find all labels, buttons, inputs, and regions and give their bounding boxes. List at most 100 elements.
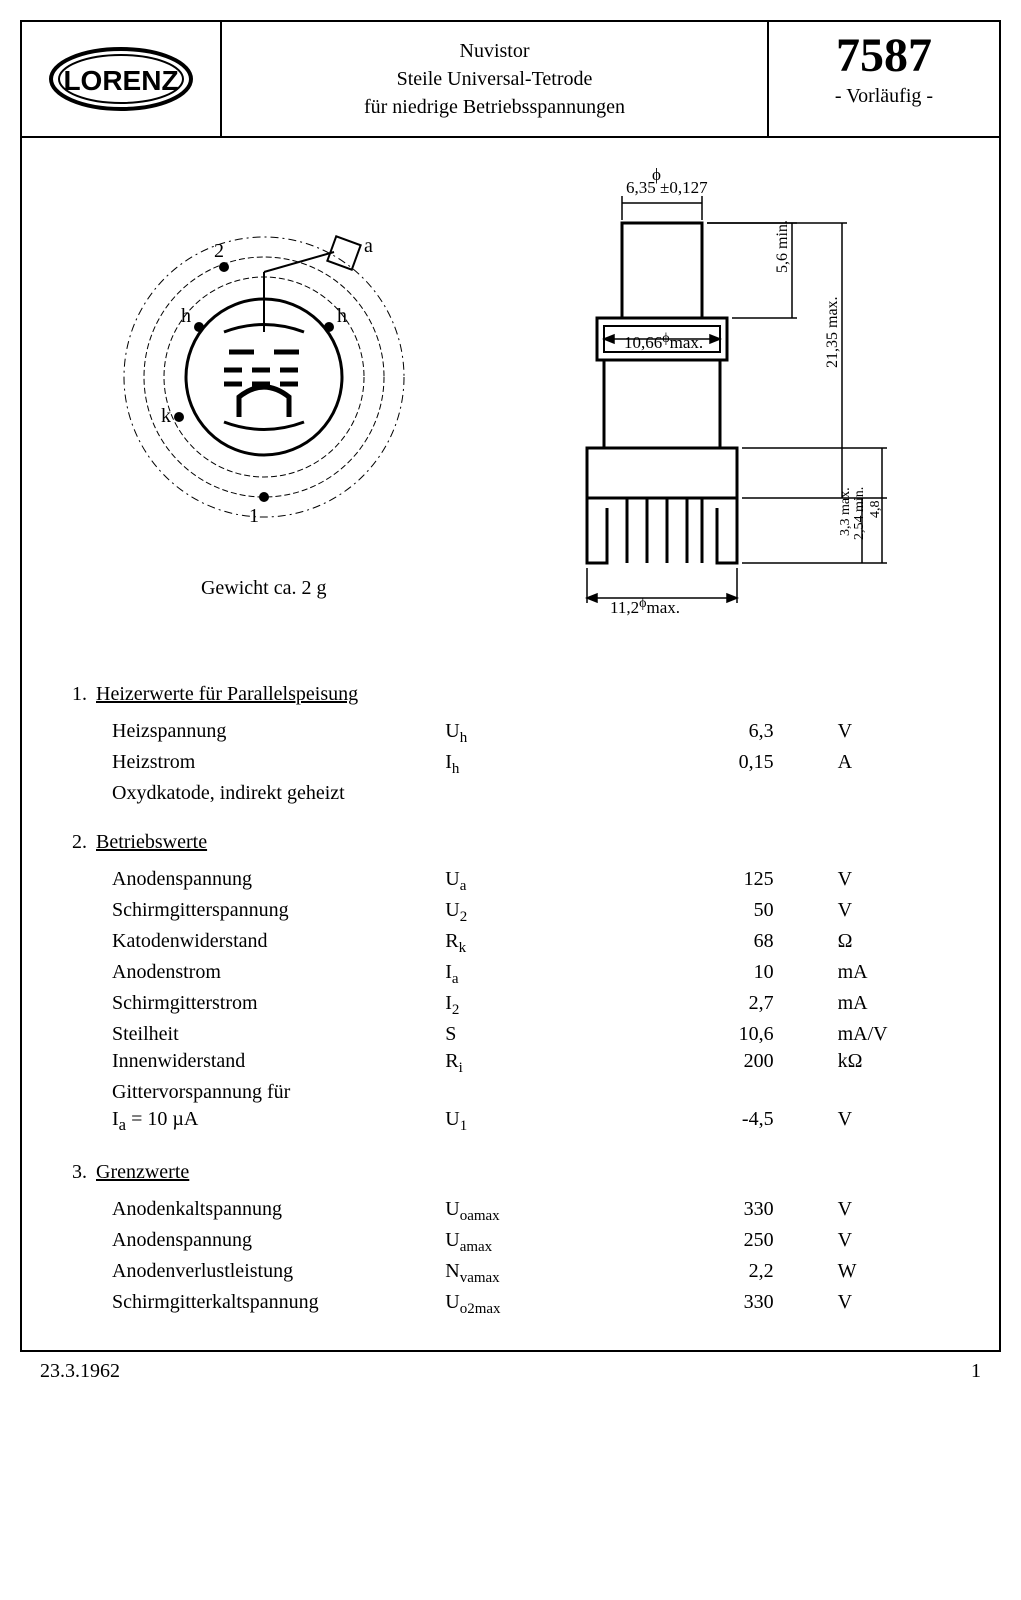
table-row: Ia = 10 µAU1-4,5V [72,1106,949,1137]
param-value: 2,2 [603,1258,834,1289]
param-value: 10 [603,959,834,990]
param-symbol: S [441,1021,603,1048]
part-sub: - Vorläufig - [779,85,989,108]
param-name: Schirmgitterspannung [72,897,441,928]
mechanical-diagram: 6,35 ±0,127 ϕ 10,66ϕmax. 11,2ϕmax. 5,6 m… [492,168,912,653]
param-value [603,1079,834,1106]
footer-date: 23.3.1962 [40,1360,120,1383]
param-unit [834,1079,949,1106]
section-heading: 3.Grenzwerte [72,1161,949,1184]
param-name: Anodenverlustleistung [72,1258,441,1289]
param-symbol [441,1079,603,1106]
table-row: SteilheitS10,6mA/V [72,1021,949,1048]
param-unit [834,780,949,807]
param-value: 10,6 [603,1021,834,1048]
datasheet-page: LORENZ Nuvistor Steile Universal-Tetrode… [20,20,1001,1352]
param-unit: V [834,866,949,897]
param-unit: V [834,1196,949,1227]
param-value: 0,15 [603,749,834,780]
param-name: Innenwiderstand [72,1048,441,1079]
param-unit: mA [834,959,949,990]
param-unit: W [834,1258,949,1289]
lorenz-logo-icon: LORENZ [46,44,196,114]
param-value: 200 [603,1048,834,1079]
param-value: 50 [603,897,834,928]
param-name: Steilheit [72,1021,441,1048]
pin-label-k: k [161,405,171,427]
footer: 23.3.1962 1 [20,1352,1001,1383]
param-symbol: I2 [441,990,603,1021]
param-symbol: Uh [441,718,603,749]
param-unit: V [834,718,949,749]
table-row: AnodenspannungUamax250V [72,1227,949,1258]
part-number: 7587 [779,32,989,80]
param-unit: V [834,1227,949,1258]
svg-text:6,35 ±0,127: 6,35 ±0,127 [626,178,708,197]
param-name: Heizspannung [72,718,441,749]
body: 2 a h h k 1 Gewicht ca. 2 g [22,138,999,1350]
pin-label-h-right: h [337,305,347,327]
param-name: Oxydkatode, indirekt geheizt [72,780,441,807]
param-table: AnodenspannungUa125VSchirmgitterspannung… [72,866,949,1137]
footer-page: 1 [971,1360,981,1383]
param-value [603,780,834,807]
mechanical-svg: 6,35 ±0,127 ϕ 10,66ϕmax. 11,2ϕmax. 5,6 m… [492,168,912,648]
table-row: KatodenwiderstandRk68Ω [72,928,949,959]
svg-text:21,35 max.: 21,35 max. [824,296,841,368]
table-row: Gittervorspannung für [72,1079,949,1106]
table-row: HeizspannungUh6,3V [72,718,949,749]
param-unit: kΩ [834,1048,949,1079]
param-unit: V [834,1106,949,1137]
weight-text: Gewicht ca. 2 g [109,577,419,600]
table-row: InnenwiderstandRi200kΩ [72,1048,949,1079]
header: LORENZ Nuvistor Steile Universal-Tetrode… [22,22,999,138]
param-symbol: Ia [441,959,603,990]
param-name: Anodenstrom [72,959,441,990]
param-symbol: Uamax [441,1227,603,1258]
title-line-2: Steile Universal-Tetrode [232,65,757,93]
param-symbol: Ua [441,866,603,897]
param-unit: V [834,1289,949,1320]
param-symbol: Rk [441,928,603,959]
param-value: 330 [603,1289,834,1320]
param-name: Ia = 10 µA [72,1106,441,1137]
param-unit: mA/V [834,1021,949,1048]
param-symbol: Ih [441,749,603,780]
pin-label-a: a [364,235,373,257]
param-symbol: Uo2max [441,1289,603,1320]
param-name: Anodenspannung [72,866,441,897]
pinout-svg: 2 a h h k 1 [109,222,419,532]
param-symbol: U2 [441,897,603,928]
param-unit: mA [834,990,949,1021]
svg-text:10,66ϕmax.: 10,66ϕmax. [624,331,703,352]
table-row: SchirmgitterkaltspannungUo2max330V [72,1289,949,1320]
logo-cell: LORENZ [22,22,222,136]
param-name: Anodenspannung [72,1227,441,1258]
table-row: HeizstromIh0,15A [72,749,949,780]
param-unit: V [834,897,949,928]
param-name: Schirmgitterkaltspannung [72,1289,441,1320]
pin-label-1: 1 [249,505,259,527]
svg-text:3,3 max.: 3,3 max. [838,487,853,536]
header-title: Nuvistor Steile Universal-Tetrode für ni… [222,22,769,136]
param-symbol: U1 [441,1106,603,1137]
svg-text:11,2ϕmax.: 11,2ϕmax. [610,596,680,617]
param-value: 68 [603,928,834,959]
param-symbol [441,780,603,807]
svg-text:2,54 min.: 2,54 min. [852,487,867,540]
section-heading: 2.Betriebswerte [72,831,949,854]
param-name: Heizstrom [72,749,441,780]
param-value: 6,3 [603,718,834,749]
svg-text:4,8: 4,8 [868,501,883,519]
pin-label-h-left: h [181,305,191,327]
table-row: Oxydkatode, indirekt geheizt [72,780,949,807]
title-line-1: Nuvistor [232,37,757,65]
header-partno: 7587 - Vorläufig - [769,22,999,136]
pin-label-2: 2 [214,240,224,262]
table-row: AnodenstromIa10mA [72,959,949,990]
param-name: Schirmgitterstrom [72,990,441,1021]
param-unit: Ω [834,928,949,959]
param-table: HeizspannungUh6,3VHeizstromIh0,15AOxydka… [72,718,949,807]
param-name: Anodenkaltspannung [72,1196,441,1227]
param-symbol: Ri [441,1048,603,1079]
